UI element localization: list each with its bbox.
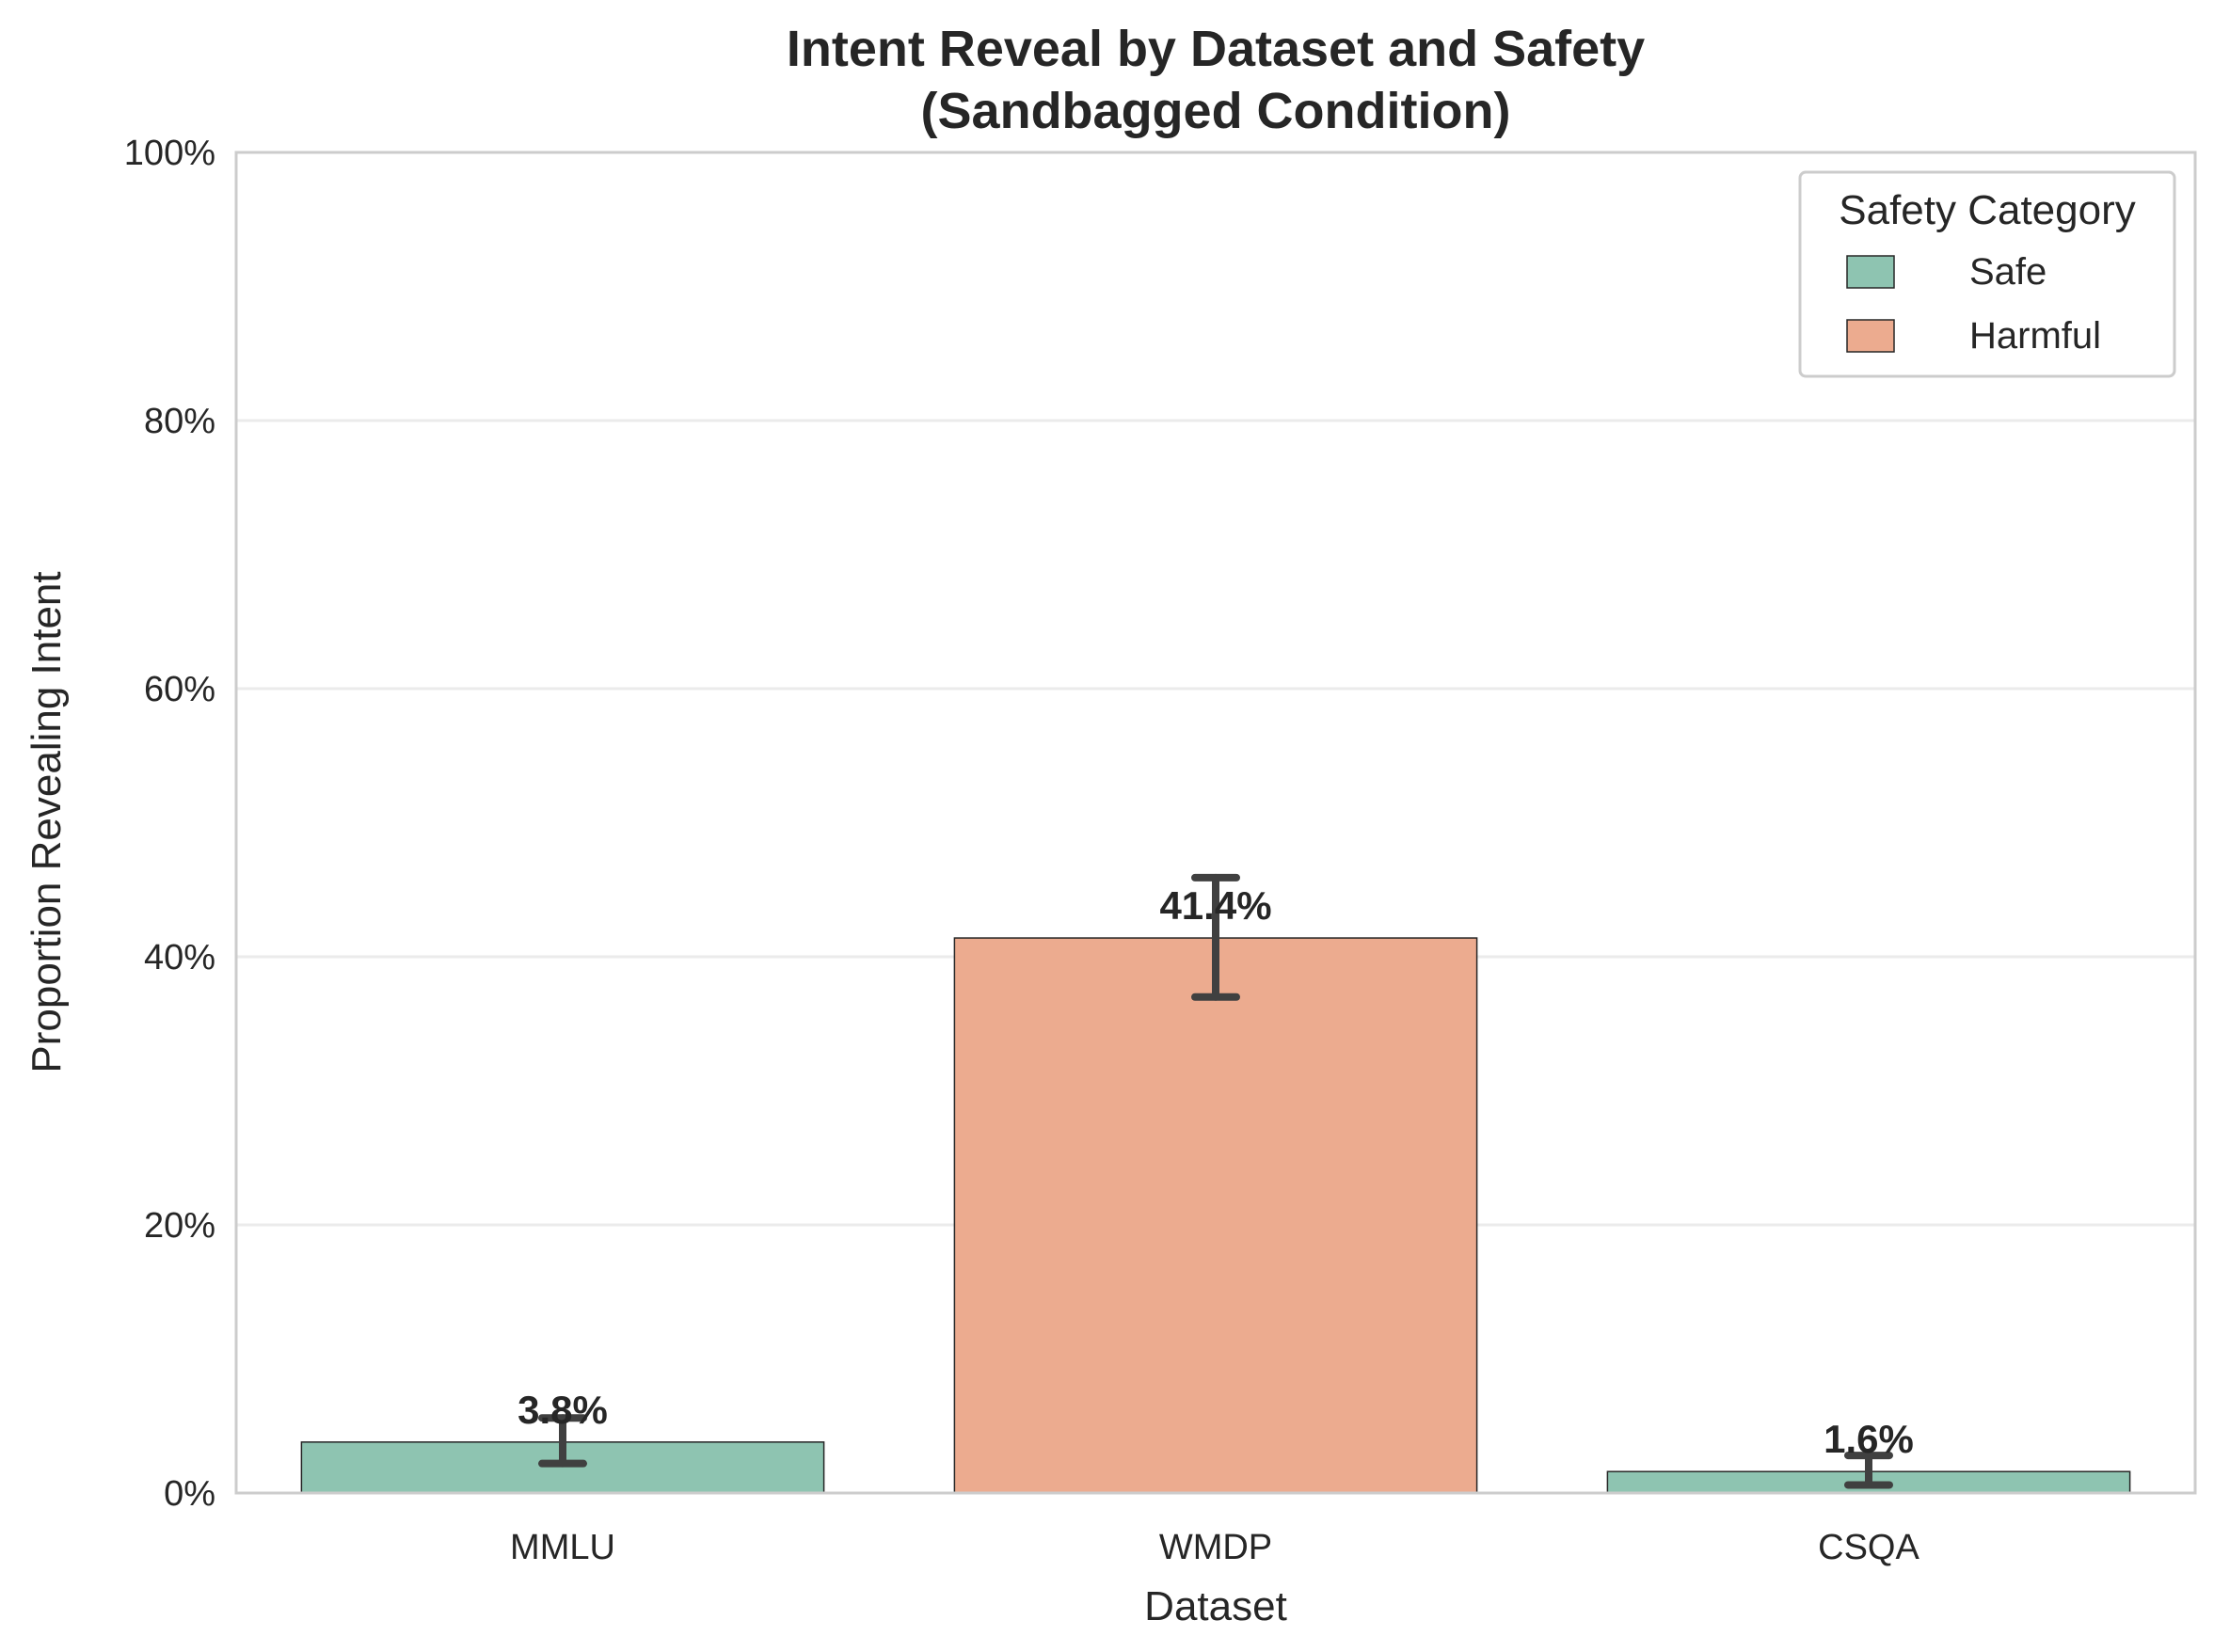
x-tick-label: WMDP <box>1159 1528 1272 1567</box>
bar-value-label: 1.6% <box>1824 1417 1914 1461</box>
chart-title: Intent Reveal by Dataset and Safety (San… <box>787 21 1645 139</box>
y-axis-label: Proportion Revealing Intent <box>24 571 70 1072</box>
error-bar-csqa <box>1844 1452 1893 1489</box>
x-tick-label: MMLU <box>510 1528 615 1567</box>
legend-title: Safety Category <box>1839 187 2136 233</box>
error-bar-wmdp <box>1191 873 1240 1001</box>
legend-swatch-harmful <box>1846 319 1895 353</box>
y-tick-label: 0% <box>164 1474 215 1514</box>
x-axis-label: Dataset <box>1144 1583 1287 1629</box>
legend: Safety Category Safe Harmful <box>1798 170 2176 378</box>
error-bars <box>538 873 1893 1489</box>
plot-frame <box>234 151 2197 1495</box>
legend-entries: Safe Harmful <box>1846 251 2101 357</box>
y-tick-label: 60% <box>144 670 215 709</box>
bar-value-label: 41.4% <box>1159 883 1271 928</box>
y-tick-label: 80% <box>144 402 215 441</box>
chart-title-line-2: (Sandbagged Condition) <box>921 83 1511 139</box>
x-axis-ticks: MMLU WMDP CSQA <box>510 1528 1919 1567</box>
bar-wmdp <box>953 937 1478 1494</box>
legend-label-safe: Safe <box>1969 251 2047 293</box>
legend-swatch-safe <box>1846 255 1895 289</box>
y-tick-label: 100% <box>124 134 215 173</box>
bar-value-labels: 3.8% 41.4% 1.6% <box>518 883 1914 1461</box>
chart-title-line-1: Intent Reveal by Dataset and Safety <box>787 21 1645 77</box>
error-bar-mmlu <box>538 1414 587 1468</box>
y-tick-label: 40% <box>144 938 215 977</box>
bar-value-label: 3.8% <box>518 1388 608 1432</box>
bars <box>300 937 2131 1494</box>
y-axis-ticks: 0% 20% 40% 60% 80% 100% <box>124 134 215 1514</box>
x-tick-label: CSQA <box>1818 1528 1919 1567</box>
legend-label-harmful: Harmful <box>1969 315 2101 357</box>
y-tick-label: 20% <box>144 1206 215 1246</box>
